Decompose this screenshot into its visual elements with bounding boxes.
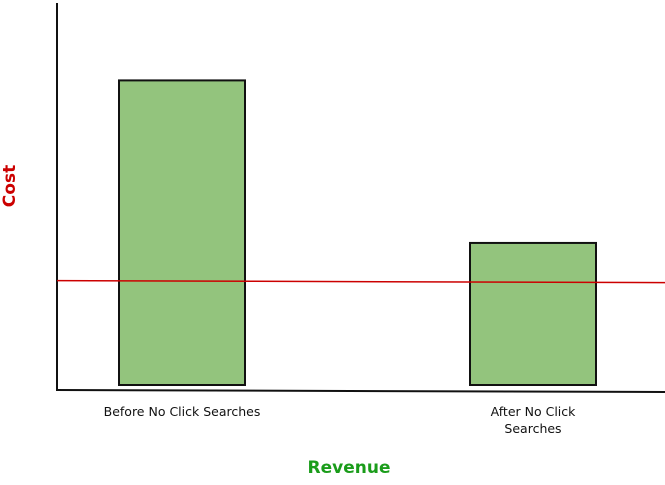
x-axis	[55, 389, 665, 393]
x-tick-label: After No Click Searches	[490, 404, 576, 436]
x-axis-label: Revenue	[307, 458, 391, 478]
reference-line	[56, 279, 665, 284]
bar	[469, 241, 597, 386]
bar	[118, 79, 246, 387]
x-tick-label: Before No Click Searches	[103, 404, 261, 419]
y-axis-label: Cost	[0, 164, 20, 208]
